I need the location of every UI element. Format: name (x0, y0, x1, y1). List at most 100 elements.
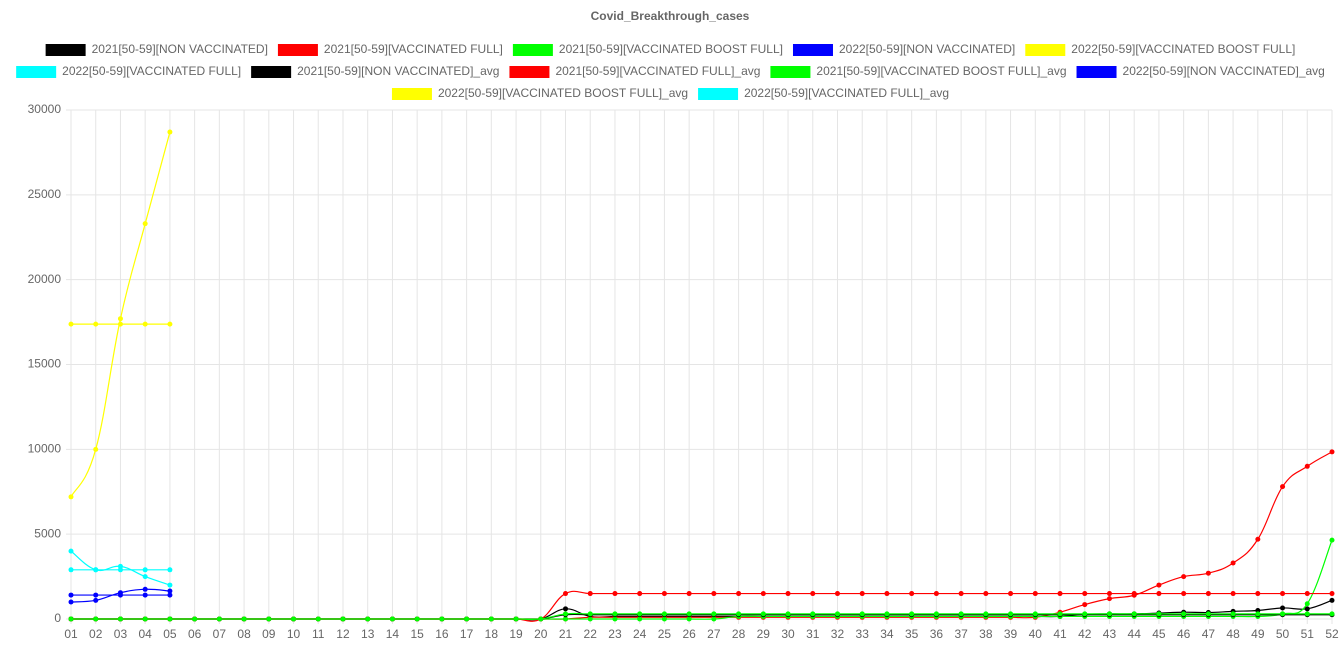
data-point (142, 574, 148, 580)
x-tick-label: 32 (831, 627, 845, 641)
x-tick-label: 05 (163, 627, 177, 641)
x-tick-label: 30 (781, 627, 795, 641)
data-point (1205, 591, 1211, 597)
data-point (439, 616, 445, 622)
legend-item: 2021[50-59][VACCINATED BOOST FULL]_avg (770, 64, 1067, 78)
data-point (1304, 601, 1310, 607)
data-point (488, 616, 494, 622)
legend-item: 2021[50-59][VACCINATED FULL] (277, 42, 503, 56)
x-tick-label: 16 (435, 627, 449, 641)
data-point (142, 221, 148, 227)
legend-item: 2022[50-59][VACCINATED FULL]_avg (698, 86, 949, 100)
data-point (93, 567, 99, 573)
x-tick-label: 13 (361, 627, 375, 641)
data-point (810, 591, 816, 597)
data-point (1329, 537, 1335, 543)
data-point (612, 616, 618, 622)
data-point (68, 321, 74, 327)
x-tick-label: 40 (1029, 627, 1043, 641)
series-line (71, 539, 1333, 620)
data-point (686, 616, 692, 622)
x-tick-label: 33 (856, 627, 870, 641)
x-tick-label: 26 (682, 627, 696, 641)
legend-label: 2022[50-59][VACCINATED FULL]_avg (744, 86, 949, 100)
series-line (71, 612, 1332, 621)
data-point (117, 321, 123, 327)
data-point (1032, 611, 1038, 617)
data-point (661, 591, 667, 597)
data-point (340, 616, 346, 622)
data-point (1131, 611, 1137, 617)
legend-swatch (1076, 66, 1117, 78)
legend-swatch (770, 66, 811, 78)
x-tick-label: 02 (89, 627, 103, 641)
x-tick-label: 11 (312, 627, 325, 641)
data-point (711, 591, 717, 597)
y-tick-label: 0 (54, 611, 61, 625)
data-point (1057, 611, 1063, 617)
data-point (1156, 591, 1162, 597)
x-tick-label: 29 (757, 627, 771, 641)
data-point (637, 611, 643, 617)
legend-swatch (698, 88, 739, 100)
data-point (1230, 591, 1236, 597)
data-point (68, 616, 74, 622)
legend-label: 2022[50-59][VACCINATED BOOST FULL] (1071, 42, 1295, 56)
data-point (1230, 560, 1236, 566)
data-point (711, 611, 717, 617)
x-tick-label: 36 (930, 627, 944, 641)
data-point (1082, 591, 1088, 597)
x-tick-label: 48 (1226, 627, 1240, 641)
data-point (216, 616, 222, 622)
legend-item: 2021[50-59][VACCINATED FULL]_avg (509, 64, 760, 78)
data-point (1008, 591, 1014, 597)
data-point (736, 591, 742, 597)
data-point (142, 567, 148, 573)
data-point (167, 567, 173, 573)
data-point (834, 591, 840, 597)
data-point (1156, 582, 1162, 588)
data-point (983, 611, 989, 617)
data-point (464, 616, 470, 622)
legend-swatch (792, 44, 833, 56)
data-point (68, 567, 74, 573)
legend-item: 2021[50-59][NON VACCINATED]_avg (251, 64, 499, 78)
data-point (117, 567, 123, 573)
y-tick-label: 25000 (28, 187, 62, 201)
legend-swatch (45, 44, 86, 56)
data-point (1304, 611, 1310, 617)
data-point (1230, 611, 1236, 617)
data-point (785, 591, 791, 597)
data-point (1032, 591, 1038, 597)
data-point (1255, 536, 1261, 542)
data-point (711, 616, 717, 622)
x-tick-label: 44 (1128, 627, 1142, 641)
x-tick-label: 09 (262, 627, 276, 641)
data-point (736, 611, 742, 617)
data-point (365, 616, 371, 622)
data-point (933, 591, 939, 597)
x-tick-label: 51 (1301, 627, 1315, 641)
data-point (167, 582, 173, 588)
legend-swatch (1025, 44, 1066, 56)
legend-swatch (509, 66, 550, 78)
legend-item: 2021[50-59][NON VACCINATED] (45, 42, 268, 56)
data-point (142, 592, 148, 598)
data-point (93, 321, 99, 327)
data-point (315, 616, 321, 622)
y-tick-label: 15000 (28, 357, 62, 371)
data-point (1205, 570, 1211, 576)
y-tick-label: 30000 (28, 102, 62, 116)
data-point (1304, 606, 1310, 612)
x-tick-label: 10 (287, 627, 301, 641)
x-tick-label: 50 (1276, 627, 1290, 641)
data-point (1280, 605, 1286, 611)
x-tick-label: 01 (64, 627, 78, 641)
legend-label: 2021[50-59][VACCINATED FULL]_avg (555, 64, 760, 78)
data-point (192, 616, 198, 622)
x-tick-label: 20 (534, 627, 548, 641)
data-point (1329, 611, 1335, 617)
x-tick-label: 17 (460, 627, 474, 641)
data-point (1106, 611, 1112, 617)
legend-swatch (512, 44, 553, 56)
